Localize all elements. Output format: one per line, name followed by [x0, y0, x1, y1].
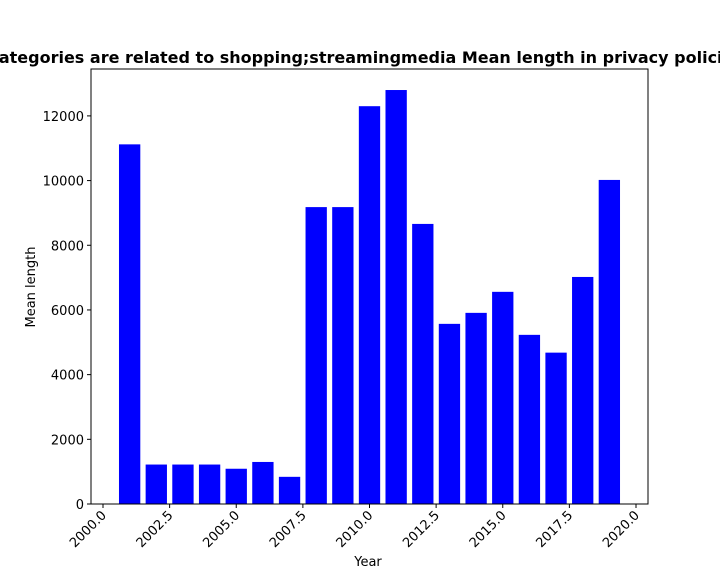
bar-2014 — [465, 312, 487, 504]
bar-2012 — [412, 223, 434, 504]
y-tick-label: 0 — [76, 498, 84, 513]
y-tick-label: 8000 — [51, 239, 84, 254]
bar-2007 — [278, 476, 301, 504]
bar-2011 — [385, 90, 407, 504]
y-tick-label: 2000 — [51, 433, 84, 448]
bar-2017 — [545, 352, 567, 504]
y-axis-label: Mean length — [24, 247, 39, 328]
y-tick-label: 12000 — [43, 110, 84, 125]
bar-2019 — [598, 179, 621, 504]
bar-2018 — [572, 276, 594, 504]
y-tick-label: 4000 — [51, 369, 84, 384]
bar-2008 — [305, 207, 327, 504]
bar-2003 — [172, 464, 194, 504]
x-tick-label: 2002.5 — [134, 508, 177, 551]
bar-2015 — [492, 291, 514, 504]
y-axis: 0 2000 4000 6000 8000 10000 12000 — [43, 110, 91, 513]
x-tick-label: 2015.0 — [467, 508, 510, 551]
bar-2010 — [358, 106, 381, 505]
bar-2005 — [225, 468, 247, 504]
x-tick-label: 2010.0 — [334, 508, 377, 551]
x-tick-label: 2017.5 — [533, 508, 576, 551]
bar-2002 — [145, 464, 167, 504]
bar-2001 — [118, 144, 141, 504]
bar-2004 — [198, 464, 221, 504]
bar-2006 — [252, 461, 274, 504]
x-tick-label: 2020.0 — [600, 508, 643, 551]
bar-2016 — [518, 334, 541, 504]
y-tick-label: 6000 — [51, 304, 84, 319]
x-tick-label: 2012.5 — [400, 508, 443, 551]
x-tick-label: 2005.0 — [200, 508, 243, 551]
x-axis-label: Year — [353, 555, 382, 570]
bar-2013 — [438, 323, 461, 504]
y-tick-label: 10000 — [43, 175, 84, 190]
x-tick-label: 2007.5 — [267, 508, 310, 551]
bars-group — [118, 90, 621, 505]
x-axis: 2000.0 2002.5 2005.0 2007.5 2010.0 2012.5 2015… — [67, 504, 643, 551]
bar-2009 — [332, 207, 354, 504]
chart-title: Categories are related to shopping;strea… — [0, 48, 720, 67]
x-tick-label: 2000.0 — [67, 508, 110, 551]
